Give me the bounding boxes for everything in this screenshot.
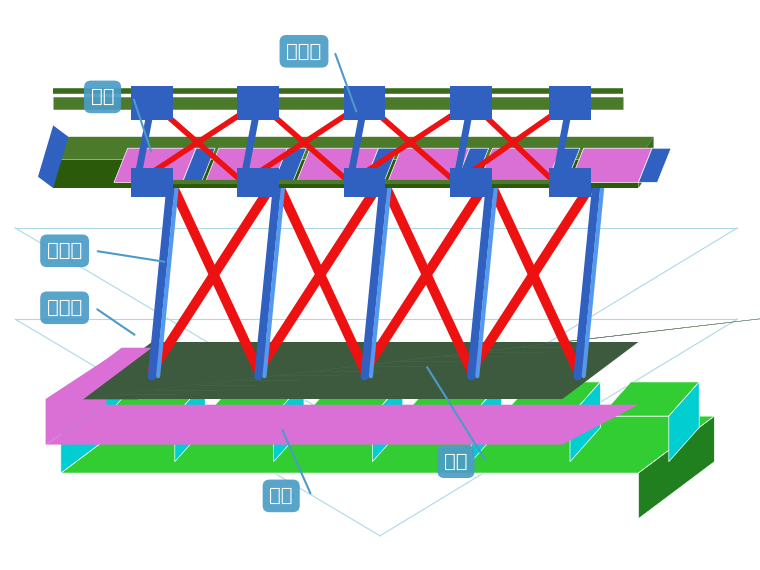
Polygon shape — [274, 382, 304, 462]
Polygon shape — [365, 148, 397, 182]
Polygon shape — [296, 148, 378, 182]
Text: 上弦: 上弦 — [91, 87, 114, 107]
Bar — [450, 168, 492, 197]
Bar — [237, 86, 279, 120]
Polygon shape — [46, 348, 152, 405]
Text: 上平联: 上平联 — [287, 42, 321, 61]
Polygon shape — [638, 137, 654, 188]
Polygon shape — [38, 125, 68, 188]
Bar — [450, 86, 492, 120]
Bar — [549, 86, 591, 120]
Polygon shape — [638, 416, 714, 519]
Polygon shape — [669, 382, 699, 462]
Polygon shape — [53, 137, 654, 160]
Polygon shape — [106, 382, 205, 416]
Polygon shape — [175, 382, 205, 462]
Polygon shape — [479, 148, 561, 182]
Polygon shape — [388, 148, 470, 182]
Polygon shape — [61, 416, 714, 473]
Polygon shape — [205, 382, 304, 416]
Polygon shape — [570, 148, 652, 182]
Bar — [131, 86, 173, 120]
Polygon shape — [638, 148, 671, 182]
Polygon shape — [182, 148, 215, 182]
Polygon shape — [502, 382, 600, 416]
Polygon shape — [274, 148, 306, 182]
Polygon shape — [304, 382, 403, 416]
Polygon shape — [46, 359, 106, 445]
Polygon shape — [114, 148, 196, 182]
Polygon shape — [547, 148, 580, 182]
Bar — [344, 86, 385, 120]
Polygon shape — [403, 382, 502, 416]
Bar — [344, 168, 385, 197]
Polygon shape — [61, 370, 137, 473]
Polygon shape — [53, 160, 638, 188]
Text: 下弦: 下弦 — [270, 486, 293, 506]
Polygon shape — [600, 382, 699, 416]
Polygon shape — [471, 382, 502, 462]
Text: 上横联: 上横联 — [47, 241, 82, 260]
Text: 桥面系: 桥面系 — [47, 298, 82, 317]
Bar — [549, 168, 591, 197]
Polygon shape — [570, 382, 600, 462]
Bar — [131, 168, 173, 197]
Polygon shape — [372, 382, 403, 462]
Polygon shape — [205, 148, 287, 182]
Bar — [237, 168, 279, 197]
Polygon shape — [76, 342, 638, 399]
Text: 腹杆: 腹杆 — [445, 452, 467, 471]
Polygon shape — [456, 148, 489, 182]
Polygon shape — [46, 405, 638, 445]
